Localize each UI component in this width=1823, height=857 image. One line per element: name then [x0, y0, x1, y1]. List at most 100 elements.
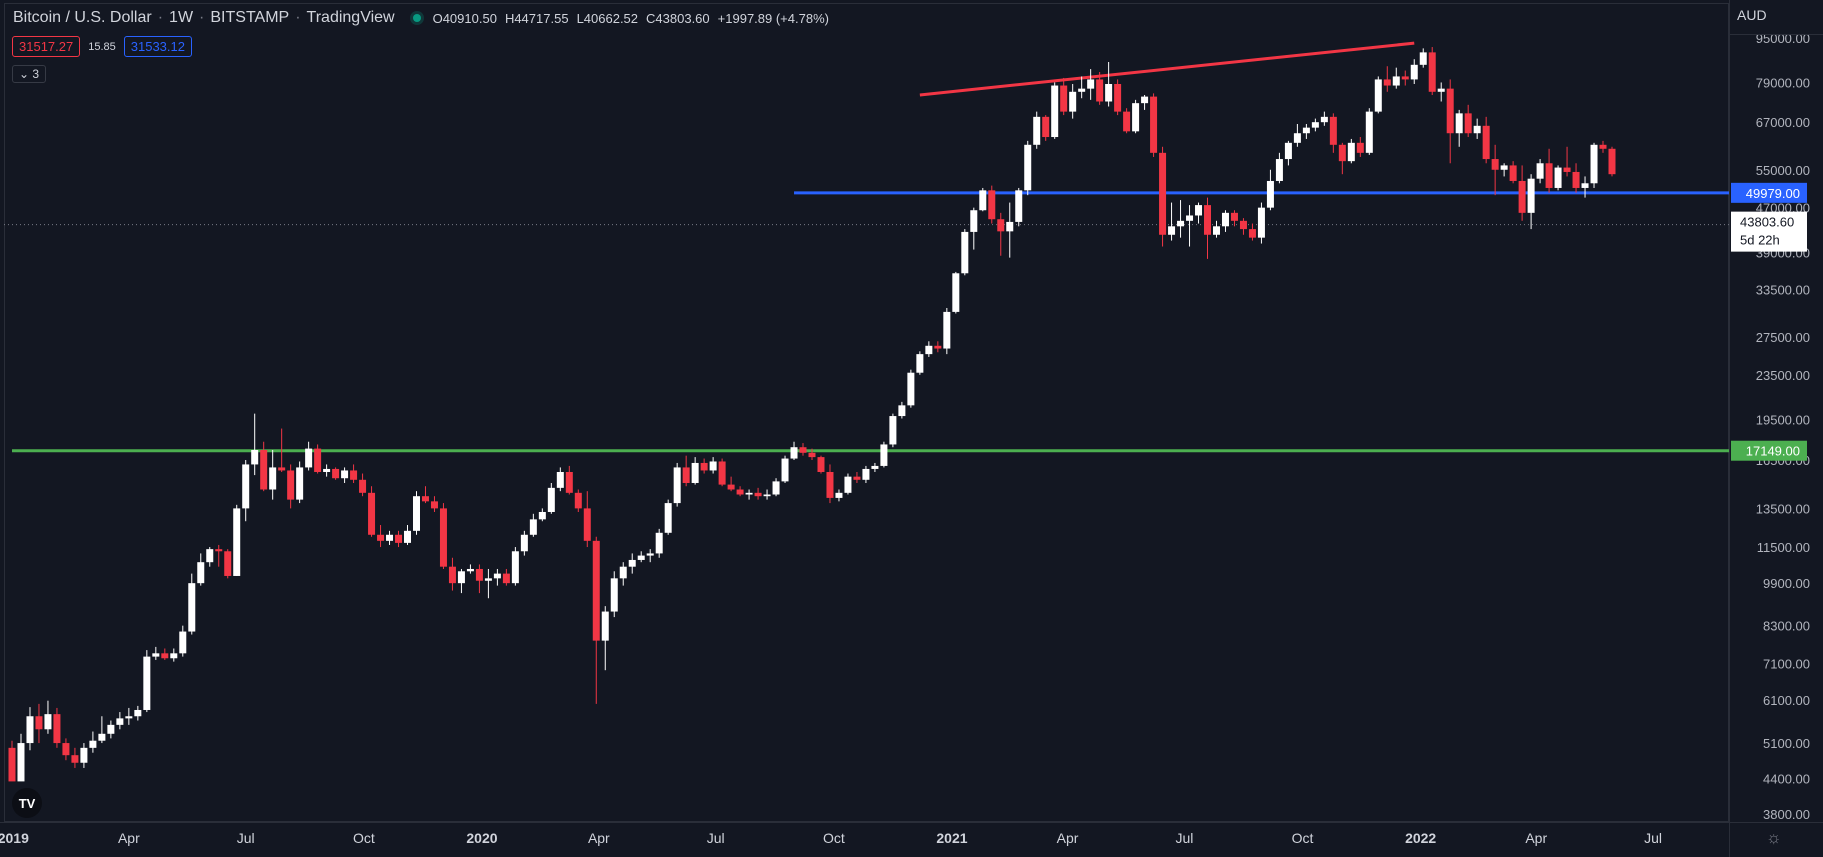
candle-body — [1195, 205, 1203, 216]
candle-body — [772, 481, 780, 495]
separator-dot: · — [295, 9, 301, 26]
candle-body — [853, 476, 861, 480]
interval-label[interactable]: 1W — [169, 9, 194, 26]
candle — [386, 530, 394, 545]
candle — [727, 476, 735, 492]
candle-body — [583, 508, 591, 541]
ohlc-close: C43803.60 — [646, 10, 710, 26]
candle — [574, 489, 582, 512]
candle — [98, 716, 106, 744]
change-value: +1997.89 (+4.78%) — [717, 10, 829, 26]
candle — [745, 489, 753, 500]
currency-divider — [1729, 34, 1823, 35]
current-price-tag-bg — [1731, 211, 1807, 252]
candle-body — [1383, 79, 1391, 86]
candle-body — [377, 534, 385, 541]
candle — [1554, 165, 1562, 191]
candle — [754, 487, 762, 500]
candle — [134, 705, 142, 721]
candle-body — [565, 471, 573, 493]
candle-body — [1446, 88, 1454, 134]
candle-body — [835, 492, 843, 498]
candle-body — [655, 532, 663, 554]
candle — [197, 553, 205, 586]
candle — [1051, 82, 1059, 139]
candle-body — [1212, 226, 1220, 235]
candle — [143, 650, 151, 713]
candle-body — [368, 492, 376, 535]
price-tick-label: 4400.00 — [1763, 772, 1810, 787]
time-tick-label: Jul — [237, 830, 255, 846]
candle-body — [484, 578, 492, 581]
candle — [1266, 169, 1274, 211]
candle-body — [8, 747, 16, 782]
price-axis[interactable]: 95000.0079000.0067000.0055000.0047000.00… — [1756, 31, 1810, 822]
candle-body — [1545, 163, 1553, 188]
candle-body — [1311, 122, 1319, 128]
candle-body — [1275, 159, 1283, 181]
candle-body — [700, 462, 708, 471]
candle — [1042, 115, 1050, 141]
candle-body — [439, 508, 447, 567]
candle — [1204, 197, 1212, 259]
candle-body — [934, 345, 942, 349]
candle-body — [907, 372, 915, 406]
candle — [997, 212, 1005, 256]
candle — [1446, 79, 1454, 164]
candles — [8, 47, 1616, 782]
candle-body — [395, 534, 403, 543]
candle — [952, 271, 960, 314]
candle — [1302, 123, 1310, 139]
candle-body — [1096, 79, 1104, 102]
candle-body — [682, 467, 690, 483]
time-tick-label: Oct — [353, 830, 375, 846]
candle — [646, 549, 654, 563]
candle — [916, 351, 924, 375]
buy-button[interactable]: 31533.12 — [123, 36, 192, 57]
candle — [305, 441, 313, 471]
candle — [1320, 111, 1328, 126]
candle — [529, 513, 537, 537]
candle-body — [1572, 171, 1580, 188]
candle-body — [1230, 212, 1238, 221]
candle — [790, 441, 798, 461]
candle-body — [997, 219, 1005, 232]
candle — [8, 740, 16, 782]
market-open-dot-icon — [412, 14, 421, 22]
candle — [925, 341, 933, 357]
time-axis[interactable]: 2019 Apr Jul Oct 2020 Apr Jul Oct 2021 Apr Jul Oct 2… — [0, 830, 1662, 846]
gear-icon[interactable]: ☼ — [1766, 828, 1782, 847]
indicators-count: 3 — [32, 67, 40, 81]
candle — [1419, 48, 1427, 68]
candle-body — [287, 470, 295, 500]
candle-body — [197, 562, 205, 584]
candle — [907, 369, 915, 408]
candle — [1033, 111, 1041, 149]
candle-body — [179, 631, 187, 654]
candle — [799, 443, 807, 456]
candle-body — [1491, 159, 1499, 170]
candle-body — [1141, 96, 1149, 104]
candle-body — [412, 496, 420, 531]
candle-body — [727, 484, 735, 490]
candle — [1338, 142, 1346, 175]
tradingview-logo-icon[interactable]: TV — [12, 788, 42, 818]
candle-body — [943, 311, 951, 349]
candle-body — [1581, 183, 1589, 188]
indicators-toggle-button[interactable]: ⌄ 3 — [12, 65, 47, 83]
price-tick-label: 33500.00 — [1756, 282, 1810, 297]
symbol-name[interactable]: Bitcoin / U.S. Dollar — [13, 9, 152, 26]
candle-body — [538, 511, 546, 520]
candle — [359, 473, 367, 497]
candle-body — [511, 551, 519, 584]
candle — [1329, 113, 1337, 153]
candle-body — [1374, 79, 1382, 112]
candle — [1374, 76, 1382, 114]
sell-button[interactable]: 31517.27 — [12, 36, 81, 57]
candle-body — [1536, 163, 1544, 179]
currency-selector[interactable]: AUD — [1737, 7, 1767, 23]
candle-body — [224, 551, 232, 576]
level-price-tag-label: 49979.00 — [1746, 186, 1800, 201]
